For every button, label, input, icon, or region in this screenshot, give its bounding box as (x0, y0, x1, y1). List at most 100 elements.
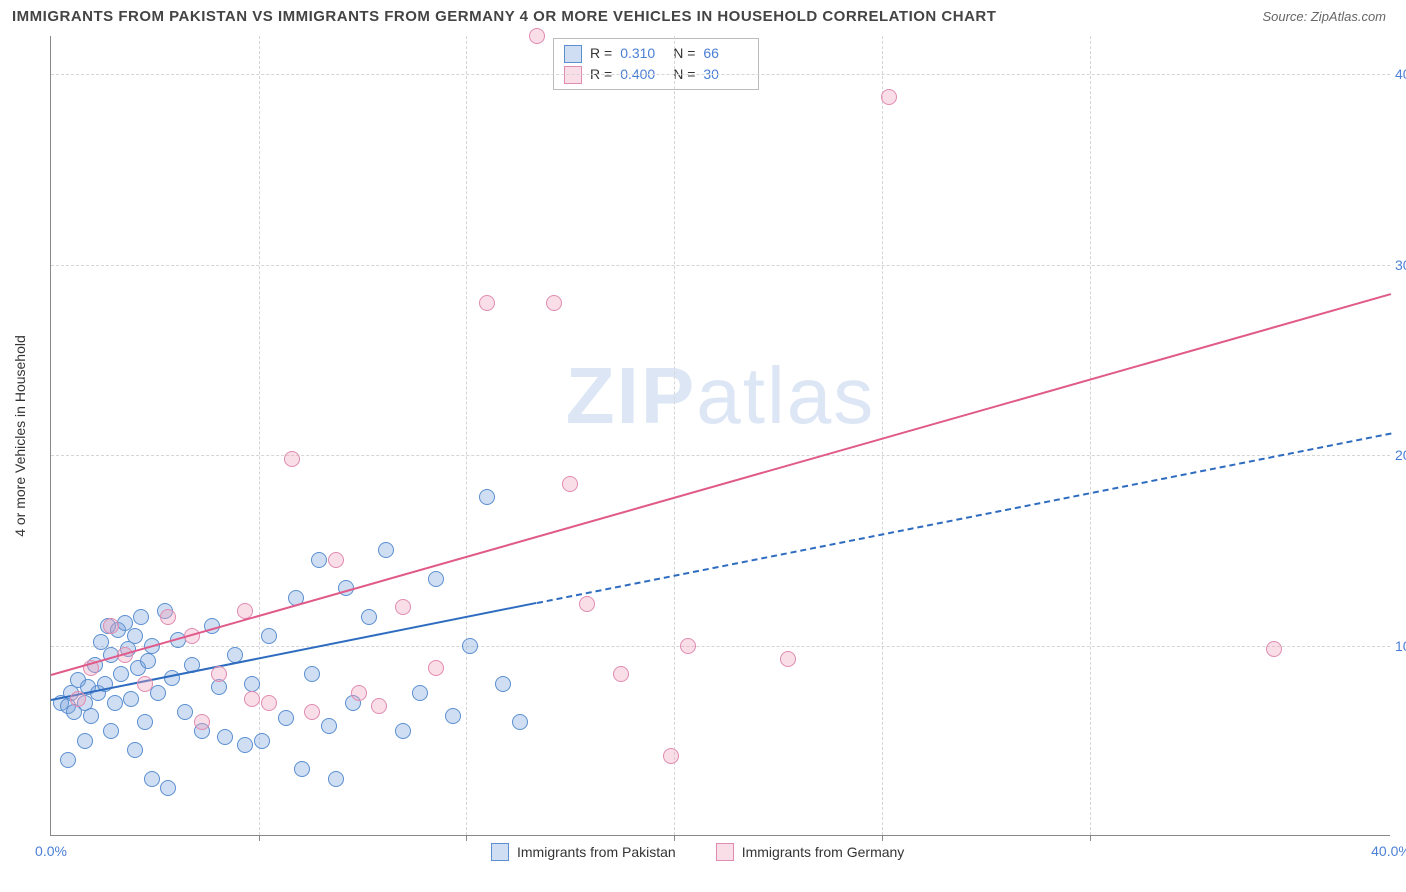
scatter-point (77, 733, 93, 749)
y-axis-title: 4 or more Vehicles in Household (12, 335, 28, 537)
y-tick-label: 20.0% (1395, 447, 1406, 463)
x-tick-mark (1090, 835, 1091, 841)
scatter-point (1266, 641, 1282, 657)
scatter-point (137, 714, 153, 730)
title-bar: IMMIGRANTS FROM PAKISTAN VS IMMIGRANTS F… (0, 0, 1406, 29)
x-tick-mark (674, 835, 675, 841)
scatter-point (663, 748, 679, 764)
gridline-horizontal (51, 455, 1390, 456)
scatter-point (613, 666, 629, 682)
scatter-point (217, 729, 233, 745)
scatter-point (70, 691, 86, 707)
scatter-point (194, 714, 210, 730)
scatter-point (428, 660, 444, 676)
scatter-point (103, 723, 119, 739)
x-tick-label: 40.0% (1371, 843, 1406, 859)
chart-area: 4 or more Vehicles in Household ZIPatlas… (50, 36, 1390, 836)
scatter-point (881, 89, 897, 105)
scatter-point (254, 733, 270, 749)
scatter-point (137, 676, 153, 692)
scatter-point (237, 737, 253, 753)
scatter-point (211, 666, 227, 682)
scatter-point (177, 704, 193, 720)
legend-series-item: Immigrants from Germany (716, 843, 905, 861)
legend-r-label: R = (590, 43, 612, 64)
legend-series-item: Immigrants from Pakistan (491, 843, 676, 861)
gridline-horizontal (51, 265, 1390, 266)
scatter-point (107, 695, 123, 711)
scatter-point (780, 651, 796, 667)
scatter-point (144, 771, 160, 787)
legend-stat-row: R =0.310N =66 (564, 43, 748, 64)
scatter-point (371, 698, 387, 714)
scatter-point (479, 489, 495, 505)
trend-line (51, 293, 1392, 676)
scatter-point (160, 609, 176, 625)
scatter-point (562, 476, 578, 492)
scatter-point (103, 618, 119, 634)
scatter-point (512, 714, 528, 730)
scatter-point (261, 695, 277, 711)
scatter-point (680, 638, 696, 654)
scatter-point (495, 676, 511, 692)
gridline-vertical (674, 36, 675, 835)
y-tick-label: 30.0% (1395, 257, 1406, 273)
scatter-point (412, 685, 428, 701)
legend-series-label: Immigrants from Pakistan (517, 844, 676, 860)
legend-swatch (491, 843, 509, 861)
scatter-point (351, 685, 367, 701)
scatter-point (83, 708, 99, 724)
scatter-point (378, 542, 394, 558)
gridline-vertical (1090, 36, 1091, 835)
trend-line-dashed (537, 432, 1392, 603)
scatter-point (133, 609, 149, 625)
chart-title: IMMIGRANTS FROM PAKISTAN VS IMMIGRANTS F… (12, 8, 996, 25)
legend-swatch (564, 45, 582, 63)
gridline-vertical (259, 36, 260, 835)
y-tick-label: 40.0% (1395, 66, 1406, 82)
scatter-point (321, 718, 337, 734)
scatter-point (546, 295, 562, 311)
legend-r-value: 0.310 (620, 43, 665, 64)
x-tick-mark (259, 835, 260, 841)
scatter-point (60, 752, 76, 768)
scatter-point (328, 552, 344, 568)
scatter-point (529, 28, 545, 44)
scatter-point (127, 742, 143, 758)
scatter-point (150, 685, 166, 701)
scatter-point (160, 780, 176, 796)
watermark: ZIPatlas (566, 350, 875, 442)
legend-stats: R =0.310N =66R =0.400N =30 (553, 38, 759, 90)
scatter-point (284, 451, 300, 467)
scatter-point (395, 599, 411, 615)
x-tick-mark (882, 835, 883, 841)
scatter-point (311, 552, 327, 568)
legend-n-value: 66 (703, 43, 748, 64)
scatter-point (244, 676, 260, 692)
scatter-point (140, 653, 156, 669)
scatter-point (127, 628, 143, 644)
scatter-point (278, 710, 294, 726)
scatter-point (294, 761, 310, 777)
scatter-point (361, 609, 377, 625)
scatter-point (428, 571, 444, 587)
legend-series-label: Immigrants from Germany (742, 844, 905, 860)
scatter-point (123, 691, 139, 707)
scatter-point (328, 771, 344, 787)
scatter-point (304, 704, 320, 720)
gridline-vertical (882, 36, 883, 835)
scatter-point (261, 628, 277, 644)
scatter-point (479, 295, 495, 311)
scatter-point (462, 638, 478, 654)
scatter-point (445, 708, 461, 724)
gridline-horizontal (51, 74, 1390, 75)
source-label: Source: ZipAtlas.com (1262, 9, 1386, 24)
scatter-point (113, 666, 129, 682)
gridline-horizontal (51, 646, 1390, 647)
scatter-point (395, 723, 411, 739)
scatter-point (244, 691, 260, 707)
scatter-plot: ZIPatlas R =0.310N =66R =0.400N =30 Immi… (50, 36, 1390, 836)
legend-swatch (716, 843, 734, 861)
scatter-point (304, 666, 320, 682)
y-tick-label: 10.0% (1395, 638, 1406, 654)
